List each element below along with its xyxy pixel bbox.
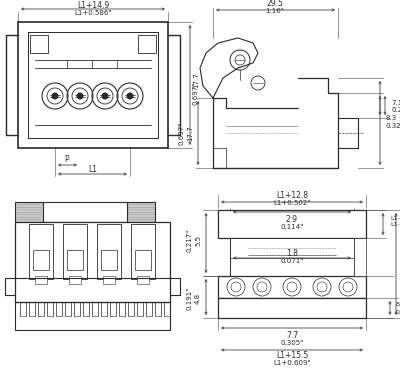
Circle shape: [126, 93, 134, 99]
Bar: [103, 276, 115, 284]
Bar: [218, 210, 366, 238]
Bar: [218, 276, 366, 298]
Text: 0.305": 0.305": [280, 340, 304, 346]
Text: 0.217": 0.217": [187, 228, 193, 252]
Bar: [97, 224, 121, 279]
Text: P: P: [65, 156, 69, 164]
Bar: [135, 250, 151, 270]
Text: 0.28": 0.28": [391, 107, 400, 113]
Text: 0.087": 0.087": [396, 310, 400, 314]
Text: 1.8: 1.8: [286, 248, 298, 258]
Text: 8.2: 8.2: [396, 303, 400, 308]
Text: L1+15.5: L1+15.5: [276, 351, 308, 361]
Bar: [63, 224, 87, 279]
Text: 0.191": 0.191": [187, 286, 193, 310]
Text: L1-0.075": L1-0.075": [390, 222, 400, 227]
Text: 2.9: 2.9: [286, 215, 298, 225]
Bar: [15, 202, 43, 222]
Text: L1+0.609": L1+0.609": [273, 360, 311, 366]
Bar: [15, 222, 170, 302]
Text: L1+14.9: L1+14.9: [77, 0, 109, 10]
Bar: [230, 238, 354, 276]
Bar: [69, 276, 81, 284]
Circle shape: [102, 93, 108, 99]
Text: L1-1.9: L1-1.9: [390, 215, 400, 220]
Text: 0.114": 0.114": [280, 224, 304, 230]
Bar: [218, 298, 366, 318]
Circle shape: [76, 93, 84, 99]
Text: 0.329": 0.329": [386, 123, 400, 129]
Text: 17.7: 17.7: [193, 72, 199, 88]
Bar: [354, 238, 366, 276]
Text: 5.5: 5.5: [195, 235, 201, 245]
Bar: [29, 224, 53, 279]
Text: 0.697": 0.697": [193, 81, 199, 105]
Text: L1: L1: [88, 166, 98, 174]
Text: 7.7: 7.7: [286, 331, 298, 341]
Bar: [137, 276, 149, 284]
Text: 0.697": 0.697": [179, 121, 185, 145]
Text: 17.7: 17.7: [187, 125, 193, 141]
Bar: [127, 202, 155, 222]
Bar: [30, 35, 48, 53]
Text: L1+0.502": L1+0.502": [273, 200, 311, 206]
Text: 4.8: 4.8: [195, 293, 201, 304]
Bar: [131, 224, 155, 279]
Bar: [43, 202, 127, 222]
Text: L1+0.586": L1+0.586": [74, 10, 112, 16]
Bar: [35, 276, 47, 284]
Text: 8.3: 8.3: [386, 115, 397, 121]
Text: 0.071": 0.071": [280, 258, 304, 264]
Text: 29.5: 29.5: [266, 0, 284, 8]
Circle shape: [52, 93, 58, 99]
Bar: [138, 35, 156, 53]
Text: 1.16": 1.16": [266, 8, 284, 14]
Bar: [33, 250, 49, 270]
Text: 7.1: 7.1: [391, 100, 400, 106]
Bar: [67, 250, 83, 270]
Bar: [101, 250, 117, 270]
Text: L1+12.8: L1+12.8: [276, 192, 308, 200]
